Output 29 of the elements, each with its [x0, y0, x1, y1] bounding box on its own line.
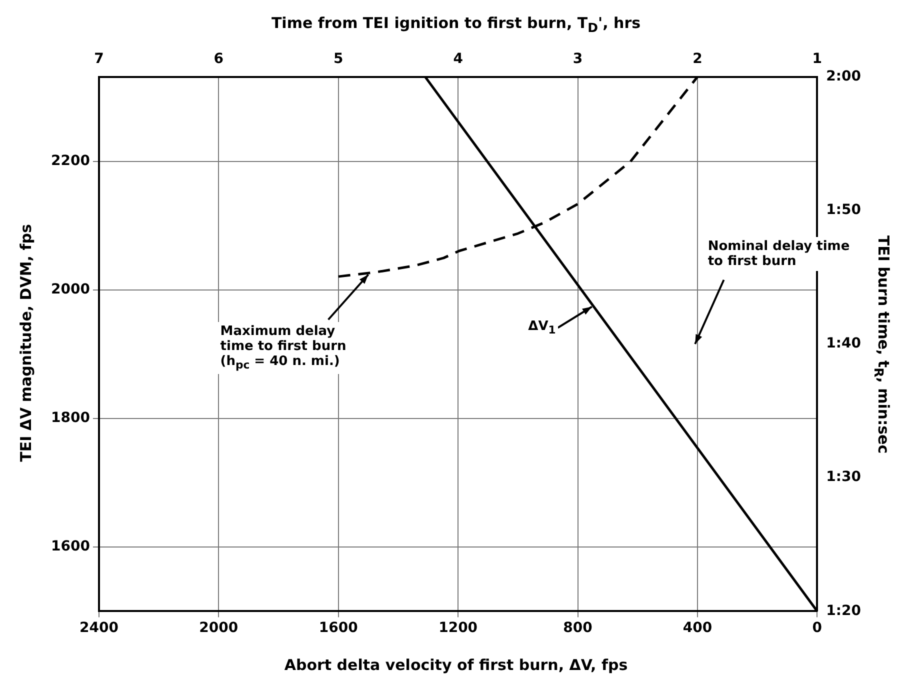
annotation: ΔV$_{1}$ — [504, 316, 558, 340]
y-tick-label: 1600 — [50, 538, 90, 555]
annotation: Nominal delay time to first burn — [706, 237, 860, 272]
x2-axis-title: Time from TEI ignition to first burn, T$_{D}$', hrs — [270, 14, 642, 35]
y2-tick-label: 2:00 — [826, 68, 862, 84]
x2-tick-label: 1 — [812, 51, 822, 68]
y2-tick-label: 1:30 — [826, 469, 862, 486]
x-tick-label: 0 — [812, 620, 822, 636]
y-axis-title: TEI ΔV magnitude, DVM, fps — [17, 223, 35, 464]
y2-tick-label: 1:20 — [826, 602, 862, 619]
x-tick-label: 1200 — [438, 620, 478, 636]
x2-tick-label: 6 — [214, 51, 224, 68]
x2-tick-label: 3 — [572, 51, 583, 68]
x2-tick-label: 5 — [333, 51, 344, 68]
y2-tick-label: 1:40 — [826, 336, 862, 352]
x2-tick-label: 2 — [692, 51, 702, 68]
x-tick-label: 400 — [682, 620, 712, 636]
y-tick-label: 2000 — [50, 282, 90, 298]
x-tick-label: 1600 — [318, 620, 358, 636]
x-tick-label: 2400 — [79, 620, 119, 636]
x-axis-title: Abort delta velocity of first burn, ΔV, fps — [283, 656, 629, 674]
annotation: Maximum delay time to first burn (h$_{pc}$ = 40 n. mi.) — [218, 322, 372, 374]
y-tick-label: 1800 — [50, 410, 90, 426]
x2-tick-label: 7 — [94, 51, 104, 68]
x-tick-label: 800 — [563, 620, 593, 636]
x-tick-label: 2000 — [199, 620, 238, 636]
y2-tick-label: 1:50 — [826, 202, 862, 218]
x2-tick-label: 4 — [453, 51, 464, 68]
y-tick-label: 2200 — [50, 153, 90, 170]
